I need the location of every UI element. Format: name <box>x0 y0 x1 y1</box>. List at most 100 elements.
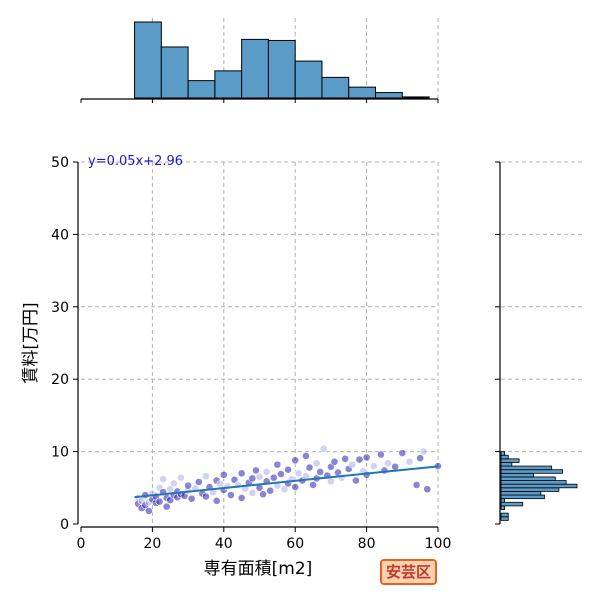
x-hist-bar <box>214 70 243 99</box>
y-tick-label: 50 <box>51 155 69 171</box>
y-hist-bar <box>500 491 542 496</box>
scatter-point <box>255 473 264 481</box>
y-hist-bar <box>500 469 563 474</box>
scatter-point <box>237 469 246 478</box>
scatter-point <box>237 494 246 502</box>
scatter-point <box>277 470 285 478</box>
scatter-point <box>302 452 310 460</box>
x-hist-bar <box>187 80 216 99</box>
y-hist-bar <box>500 487 560 492</box>
y-tick-label: 10 <box>51 445 69 461</box>
scatter-point <box>194 478 203 486</box>
scatter-point <box>184 481 192 490</box>
scatter-point <box>330 457 339 466</box>
scatter-point <box>280 485 289 494</box>
scatter-point <box>144 507 153 515</box>
y-tick-label: 20 <box>51 372 69 388</box>
scatter-point <box>326 477 335 486</box>
scatter-point <box>227 491 235 499</box>
scatter-point <box>269 473 278 482</box>
y-marginal-histogram <box>495 161 582 525</box>
scatter-point <box>202 492 210 501</box>
x-hist-bar <box>401 96 430 99</box>
y-tick-label: 0 <box>60 517 69 533</box>
scatter-point <box>162 502 171 511</box>
x-tick-label: 20 <box>143 536 161 552</box>
y-hist-bar <box>500 483 578 489</box>
y-hist-bar <box>500 458 520 463</box>
y-axis-label: 賃料[万円] <box>21 302 41 383</box>
scatter-point <box>291 456 300 465</box>
scatter-point <box>362 453 371 462</box>
y-hist-bar <box>500 472 534 478</box>
x-hist-bar <box>348 86 377 99</box>
scatter-point <box>419 447 428 456</box>
scatter-point <box>355 455 364 464</box>
y-tick-label: 30 <box>51 300 69 316</box>
x-tick-label: 60 <box>286 536 304 552</box>
scatter-point <box>348 460 357 469</box>
x-hist-bar <box>294 60 323 99</box>
scatter-point <box>169 479 178 488</box>
x-tick-label: 40 <box>215 536 233 552</box>
scatter-point <box>294 469 303 478</box>
scatter-point <box>416 454 425 463</box>
y-hist-bar <box>500 465 553 471</box>
scatter-point <box>291 483 300 491</box>
scatter-point <box>309 481 317 489</box>
scatter-point <box>398 449 407 457</box>
y-hist-bar <box>500 476 556 481</box>
scatter-point <box>177 473 185 482</box>
y-hist-bar <box>500 462 513 467</box>
y-tick-label: 40 <box>51 227 69 243</box>
scatter-point <box>252 466 260 475</box>
y-hist-bar <box>500 494 545 500</box>
scatter-point <box>423 485 432 494</box>
scatter-point <box>159 475 168 484</box>
y-hist-bar <box>500 498 506 503</box>
scatter-point <box>155 497 164 506</box>
scatter-point <box>319 444 328 453</box>
scatter-point <box>202 472 210 481</box>
scatter-point <box>259 490 267 499</box>
main-axes: 0 20 40 60 80 100 0 10 20 30 40 50 <box>51 155 451 552</box>
regression-line <box>134 465 439 499</box>
y-hist-bar <box>500 505 506 510</box>
x-hist-bar <box>321 76 350 99</box>
x-hist-bar <box>134 21 162 99</box>
scatter-point <box>187 494 196 503</box>
scatter-point <box>212 496 221 505</box>
scatter-point <box>405 457 414 466</box>
y-hist-bar <box>500 516 509 521</box>
scatter-point <box>284 465 292 474</box>
scatter-point <box>312 459 321 468</box>
scatter-point <box>219 470 228 479</box>
scatter-point <box>248 474 257 483</box>
scatter-point <box>266 486 275 495</box>
x-axis-label: 専有面積[m2] <box>204 559 313 579</box>
x-hist-bar <box>241 38 269 99</box>
regression-equation-label: y=0.05x+2.96 <box>88 154 183 169</box>
scatter-point <box>273 460 282 469</box>
scatter-point <box>369 462 378 470</box>
regression-line-group <box>134 465 439 499</box>
scatter-point <box>248 488 257 497</box>
scatter-points <box>134 444 442 515</box>
scatter-point <box>384 459 392 468</box>
x-tick-label: 0 <box>77 536 86 552</box>
x-marginal-histogram <box>80 18 439 103</box>
district-badge: 安芸区 <box>380 559 438 585</box>
scatter-point <box>412 481 421 489</box>
scatter-point <box>341 454 350 463</box>
scatter-point <box>262 467 271 476</box>
y-hist-bar <box>500 454 509 460</box>
scatter-point <box>316 467 325 476</box>
scatter-point <box>391 462 400 471</box>
scatter-point <box>305 463 314 472</box>
x-tick-label: 100 <box>425 536 452 552</box>
y-hist-bar <box>500 501 524 507</box>
y-hist-bar <box>500 480 567 485</box>
x-hist-bar <box>375 92 403 99</box>
scatter-point <box>376 450 385 459</box>
